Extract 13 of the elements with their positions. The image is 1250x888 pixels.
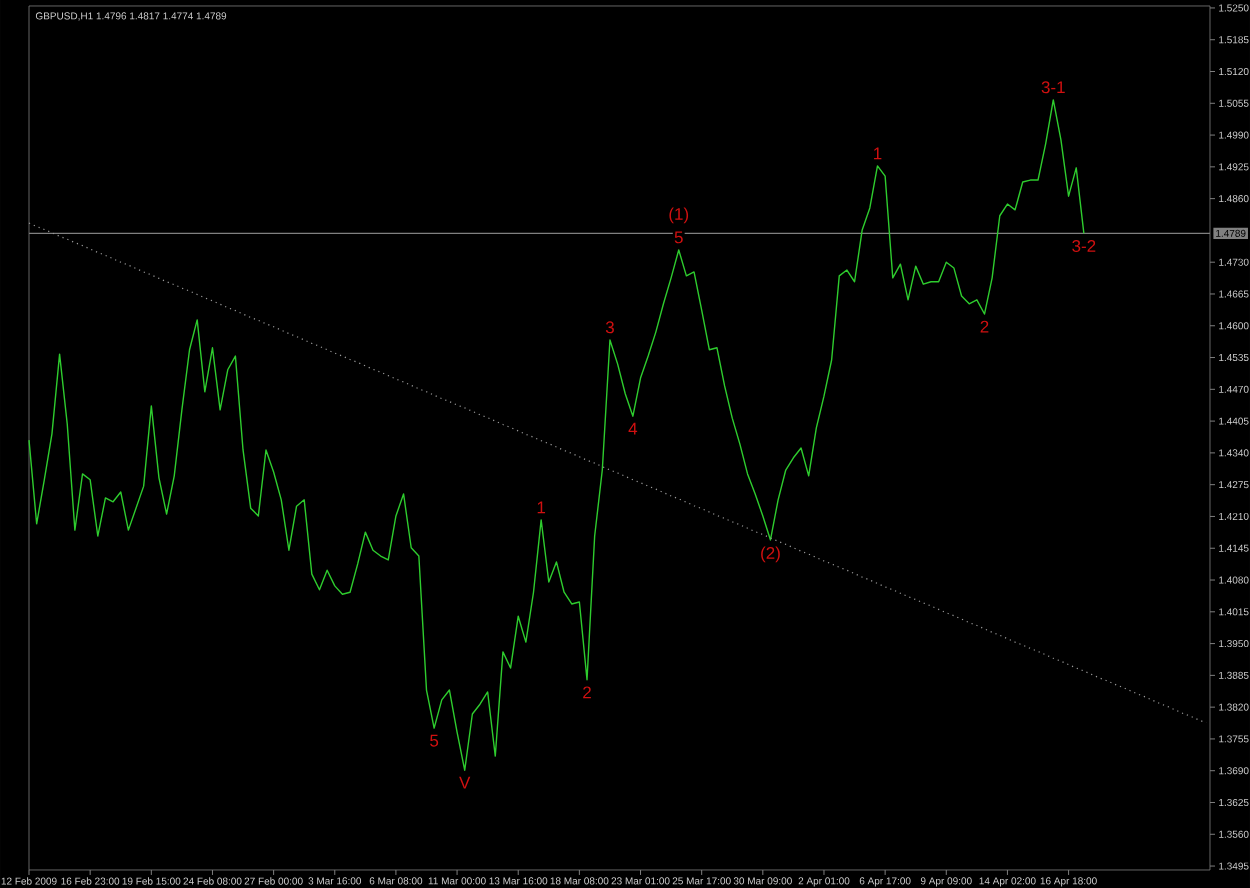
annotation: 3 xyxy=(605,321,614,334)
annotation: 3-1 xyxy=(1041,81,1065,94)
annotation: 3-2 xyxy=(1072,239,1096,252)
annotation: (2) xyxy=(761,546,780,563)
annotation: 1 xyxy=(537,501,546,514)
annotation: 5 xyxy=(430,734,439,747)
annotation: 5 xyxy=(674,231,683,244)
annotation: 2 xyxy=(980,320,989,333)
annotation: 4 xyxy=(628,422,638,435)
annotation: V xyxy=(459,776,471,789)
annotation: 1 xyxy=(874,147,882,160)
annotation: (1) xyxy=(669,207,689,224)
annotation: 2 xyxy=(583,686,591,699)
